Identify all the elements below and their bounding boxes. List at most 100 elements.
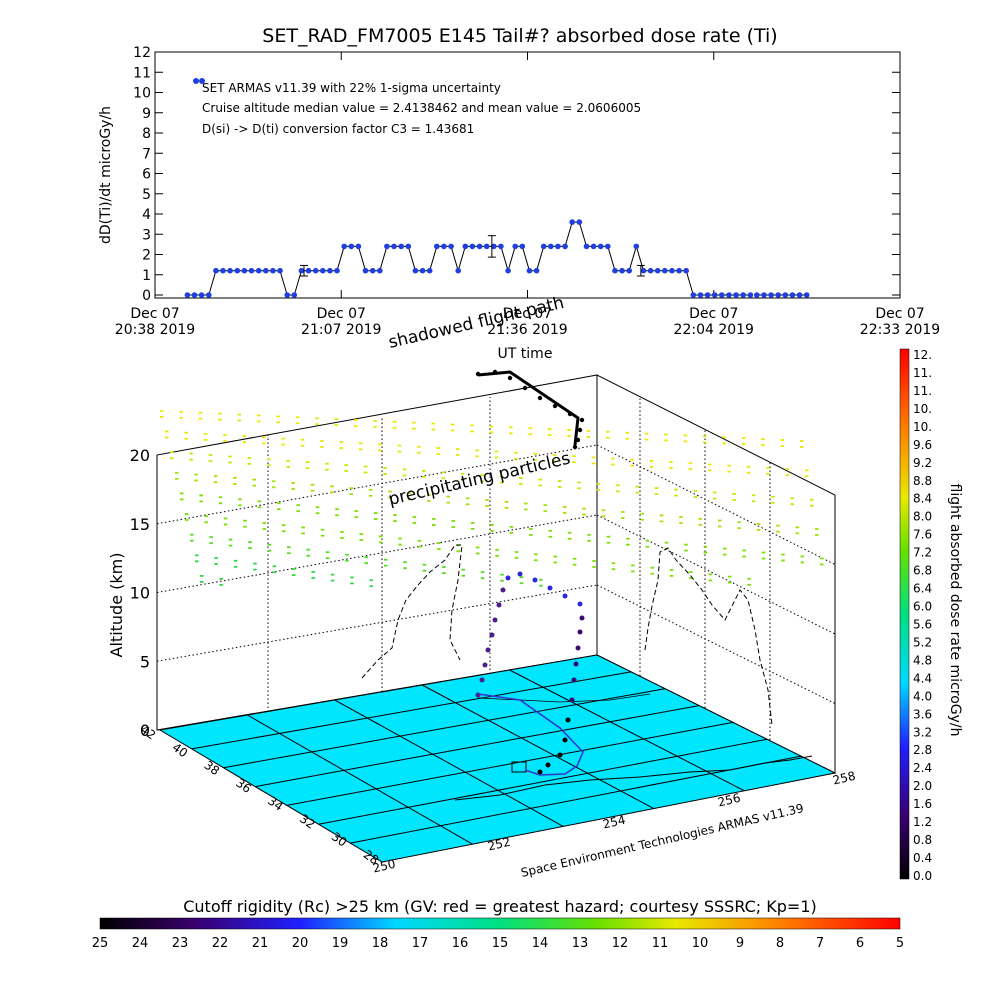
longitude-tick-label: 250 [371, 857, 396, 876]
y-tick-label: 6 [142, 167, 151, 183]
particle-dash [233, 565, 238, 568]
particle-dash [805, 475, 809, 478]
particle-dash [257, 500, 262, 503]
particle-dash [534, 553, 538, 556]
particle-dash [209, 542, 213, 545]
particle-dash [325, 468, 329, 471]
particle-dash [451, 520, 455, 522]
particle-dash [485, 505, 489, 507]
particle-dash [500, 579, 504, 582]
particle-dash [470, 430, 474, 433]
particle-dash [325, 557, 330, 560]
particle-dash [330, 579, 335, 582]
particle-dash [358, 448, 363, 451]
y-axis-label: dD(Ti)/dt microGy/h [98, 106, 114, 244]
particle-dash [252, 478, 257, 481]
x-tick-label: Dec 07 [130, 306, 179, 322]
data-point [291, 292, 298, 298]
particle-dash [436, 447, 440, 449]
flight-path-point [569, 697, 575, 703]
flight-path-point [562, 593, 568, 599]
particle-dash [490, 524, 494, 526]
particle-dash [524, 508, 528, 511]
particle-dash [650, 566, 654, 569]
particle-dash [645, 539, 649, 542]
particle-dash [218, 496, 223, 499]
rigidity-colorbar-tick-label: 22 [212, 936, 229, 951]
y-tick-label: 4 [142, 207, 151, 223]
particle-dash [262, 528, 267, 530]
data-point [305, 267, 312, 274]
particle-dash [751, 494, 756, 497]
x-tick-label: 21:36 2019 [487, 322, 567, 338]
particle-dash [388, 496, 392, 499]
particle-dash [644, 438, 649, 441]
legend-marker [193, 78, 199, 84]
rigidity-colorbar-tick-label: 5 [896, 936, 904, 951]
particle-dash [334, 418, 338, 420]
particle-dash [800, 561, 805, 564]
particle-dash [538, 478, 542, 481]
wall-gridline [156, 584, 598, 662]
particle-dash [198, 417, 203, 420]
particle-dash [693, 496, 698, 498]
particle-dash [253, 568, 257, 571]
particle-dash [417, 445, 421, 448]
data-point [405, 243, 412, 250]
particle-dash [732, 499, 736, 501]
particle-dash [461, 574, 465, 577]
particle-dash [519, 483, 523, 485]
particle-dash [242, 435, 247, 438]
particle-dash [233, 477, 237, 479]
particle-dash [460, 478, 465, 481]
particle-dash [281, 437, 285, 440]
data-point [327, 267, 333, 274]
particle-dash [737, 521, 741, 524]
particle-dash [572, 455, 576, 458]
particle-dash [771, 495, 775, 498]
particle-dash [200, 575, 204, 577]
particle-dash [543, 510, 547, 513]
data-point [697, 292, 704, 298]
particle-dash [277, 502, 281, 505]
x-tick-label: Dec 07 [317, 306, 366, 322]
particle-dash [742, 549, 746, 552]
particle-dash [383, 467, 387, 469]
particle-dash [334, 424, 338, 426]
particle-dash [616, 484, 620, 487]
particle-dash [688, 468, 693, 471]
particle-dash [398, 537, 402, 540]
particle-dash [179, 416, 183, 419]
data-point [640, 267, 647, 274]
particle-dash [761, 444, 765, 446]
particle-dash [407, 492, 412, 495]
data-point [320, 267, 326, 274]
data-point [761, 292, 767, 298]
particle-dash [499, 475, 504, 478]
particle-dash [450, 423, 455, 426]
data-point [676, 267, 682, 274]
data-point [754, 292, 760, 298]
dose-colorbar-tick-label: 7.6 [913, 528, 932, 542]
particle-dash [790, 503, 795, 506]
particle-dash [378, 449, 382, 452]
particle-dash [567, 435, 571, 437]
particle-dash [315, 423, 319, 426]
particle-dash [310, 483, 315, 486]
dose-colorbar-tick-label: 11. [913, 384, 932, 398]
particle-dash [295, 416, 300, 419]
data-point [619, 267, 625, 274]
y-tick-label: 12 [133, 45, 151, 61]
particle-dash [538, 484, 542, 487]
particle-dash [713, 491, 717, 494]
particle-dash [392, 426, 397, 429]
particle-dash [723, 553, 727, 556]
dose-colorbar-tick-label: 8.4 [913, 492, 932, 506]
rigidity-colorbar-tick-label: 8 [776, 936, 784, 951]
particle-dash [238, 498, 242, 501]
data-point [654, 267, 661, 274]
particle-dash [175, 477, 179, 480]
particle-dash [243, 525, 247, 528]
data-point [369, 267, 376, 274]
y-tick-label: 10 [133, 86, 151, 102]
